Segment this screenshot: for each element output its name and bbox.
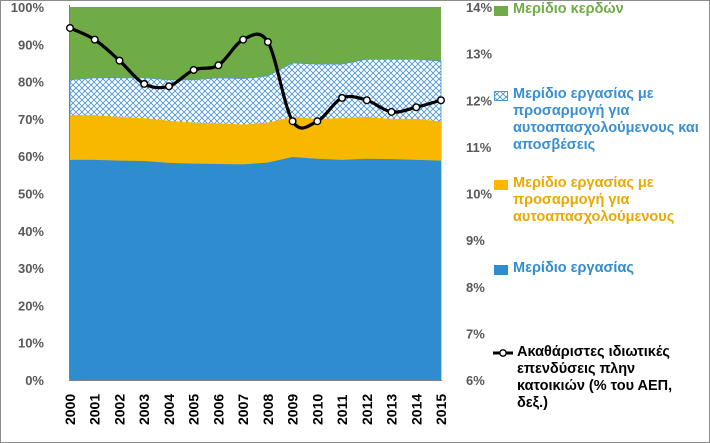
y-left-tick-label: 90% bbox=[18, 37, 44, 52]
legend-label-labour: Μερίδιο εργασίας bbox=[513, 260, 634, 276]
y-right-tick-label: 7% bbox=[466, 326, 485, 341]
tick-labels: 0% 10% 20% 30% 40% 50% 60% 70% 80% 90% 100% 6% 7% 8% 9… bbox=[11, 1, 493, 425]
investment-point-2013 bbox=[387, 107, 396, 116]
y-right-tick-label: 12% bbox=[466, 93, 492, 108]
y-left-tick-label: 30% bbox=[18, 261, 44, 276]
x-tick-label: 2004 bbox=[161, 394, 177, 425]
investment-point-2010 bbox=[313, 117, 322, 126]
x-tick-label: 2011 bbox=[334, 394, 350, 425]
y-left-tick-label: 40% bbox=[18, 224, 44, 239]
y-right-tick-label: 11% bbox=[466, 140, 492, 155]
investment-point-2000 bbox=[65, 23, 74, 32]
legend-label-investment: Ακαθάριστες ιδιωτικές επενδύσεις πλην κα… bbox=[517, 344, 673, 411]
legend-line-marker bbox=[493, 346, 513, 360]
x-tick-label: 2003 bbox=[136, 394, 152, 425]
x-tick-label: 2001 bbox=[87, 394, 103, 425]
investment-point-2002 bbox=[115, 56, 124, 65]
investment-line bbox=[69, 26, 442, 130]
x-tick-label: 2007 bbox=[235, 394, 251, 425]
legend-swatch-labour-self bbox=[494, 180, 508, 190]
x-tick-label: 2000 bbox=[62, 394, 78, 425]
y-left-tick-label: 0% bbox=[25, 373, 44, 388]
y-left-tick-label: 80% bbox=[18, 75, 44, 90]
x-tick-label: 2002 bbox=[111, 394, 127, 425]
x-tick-label: 2014 bbox=[408, 394, 424, 425]
legend-swatch-hatch bbox=[494, 91, 508, 101]
legend-label-profit: Μερίδιο κερδών bbox=[513, 1, 624, 17]
x-tick-label: 2005 bbox=[186, 394, 202, 425]
legend-swatch-labour bbox=[494, 265, 508, 275]
investment-point-2005 bbox=[189, 65, 198, 74]
y-left-tick-label: 50% bbox=[18, 187, 44, 202]
y-right-tick-label: 10% bbox=[466, 187, 492, 202]
legend-label-labour-self-dep: Μερίδιο εργασίας με προσαρμογή για αυτοα… bbox=[513, 86, 699, 153]
axes bbox=[69, 5, 442, 381]
investment-point-2012 bbox=[362, 96, 371, 105]
x-tick-label: 2010 bbox=[309, 394, 325, 425]
y-left-tick-label: 60% bbox=[18, 149, 44, 164]
investment-point-2011 bbox=[338, 93, 347, 102]
y-right-tick-label: 8% bbox=[466, 280, 485, 295]
y-left-tick-label: 70% bbox=[18, 112, 44, 127]
y-right-tick-label: 9% bbox=[466, 233, 485, 248]
y-left-tick-label: 100% bbox=[11, 1, 45, 15]
legend-swatch-profit bbox=[494, 6, 508, 16]
x-tick-label: 2013 bbox=[384, 394, 400, 425]
investment-point-2004 bbox=[164, 82, 173, 91]
labour-share-area bbox=[70, 156, 441, 380]
investment-point-2014 bbox=[412, 103, 421, 112]
x-tick-label: 2006 bbox=[210, 394, 226, 425]
x-tick-label: 2008 bbox=[260, 394, 276, 425]
investment-point-2008 bbox=[263, 37, 272, 46]
investment-point-2003 bbox=[140, 79, 149, 88]
investment-point-2015 bbox=[437, 96, 446, 105]
investment-point-2001 bbox=[90, 35, 99, 44]
y-right-tick-label: 6% bbox=[466, 373, 485, 388]
y-right-tick-label: 13% bbox=[466, 47, 492, 62]
x-tick-label: 2009 bbox=[285, 394, 301, 425]
investment-line-layer bbox=[65, 23, 446, 130]
investment-point-2007 bbox=[239, 35, 248, 44]
y-left-tick-label: 20% bbox=[18, 298, 44, 313]
investment-point-2009 bbox=[288, 117, 297, 126]
x-tick-label: 2015 bbox=[433, 394, 449, 425]
investment-point-2006 bbox=[214, 61, 223, 70]
area-layers bbox=[69, 7, 442, 381]
y-right-tick-label: 14% bbox=[466, 1, 492, 15]
legend-label-labour-self: Μερίδιο εργασίας με προσαρμογή για αυτοα… bbox=[513, 175, 675, 225]
y-left-tick-label: 10% bbox=[18, 336, 44, 351]
x-tick-label: 2012 bbox=[359, 394, 375, 425]
